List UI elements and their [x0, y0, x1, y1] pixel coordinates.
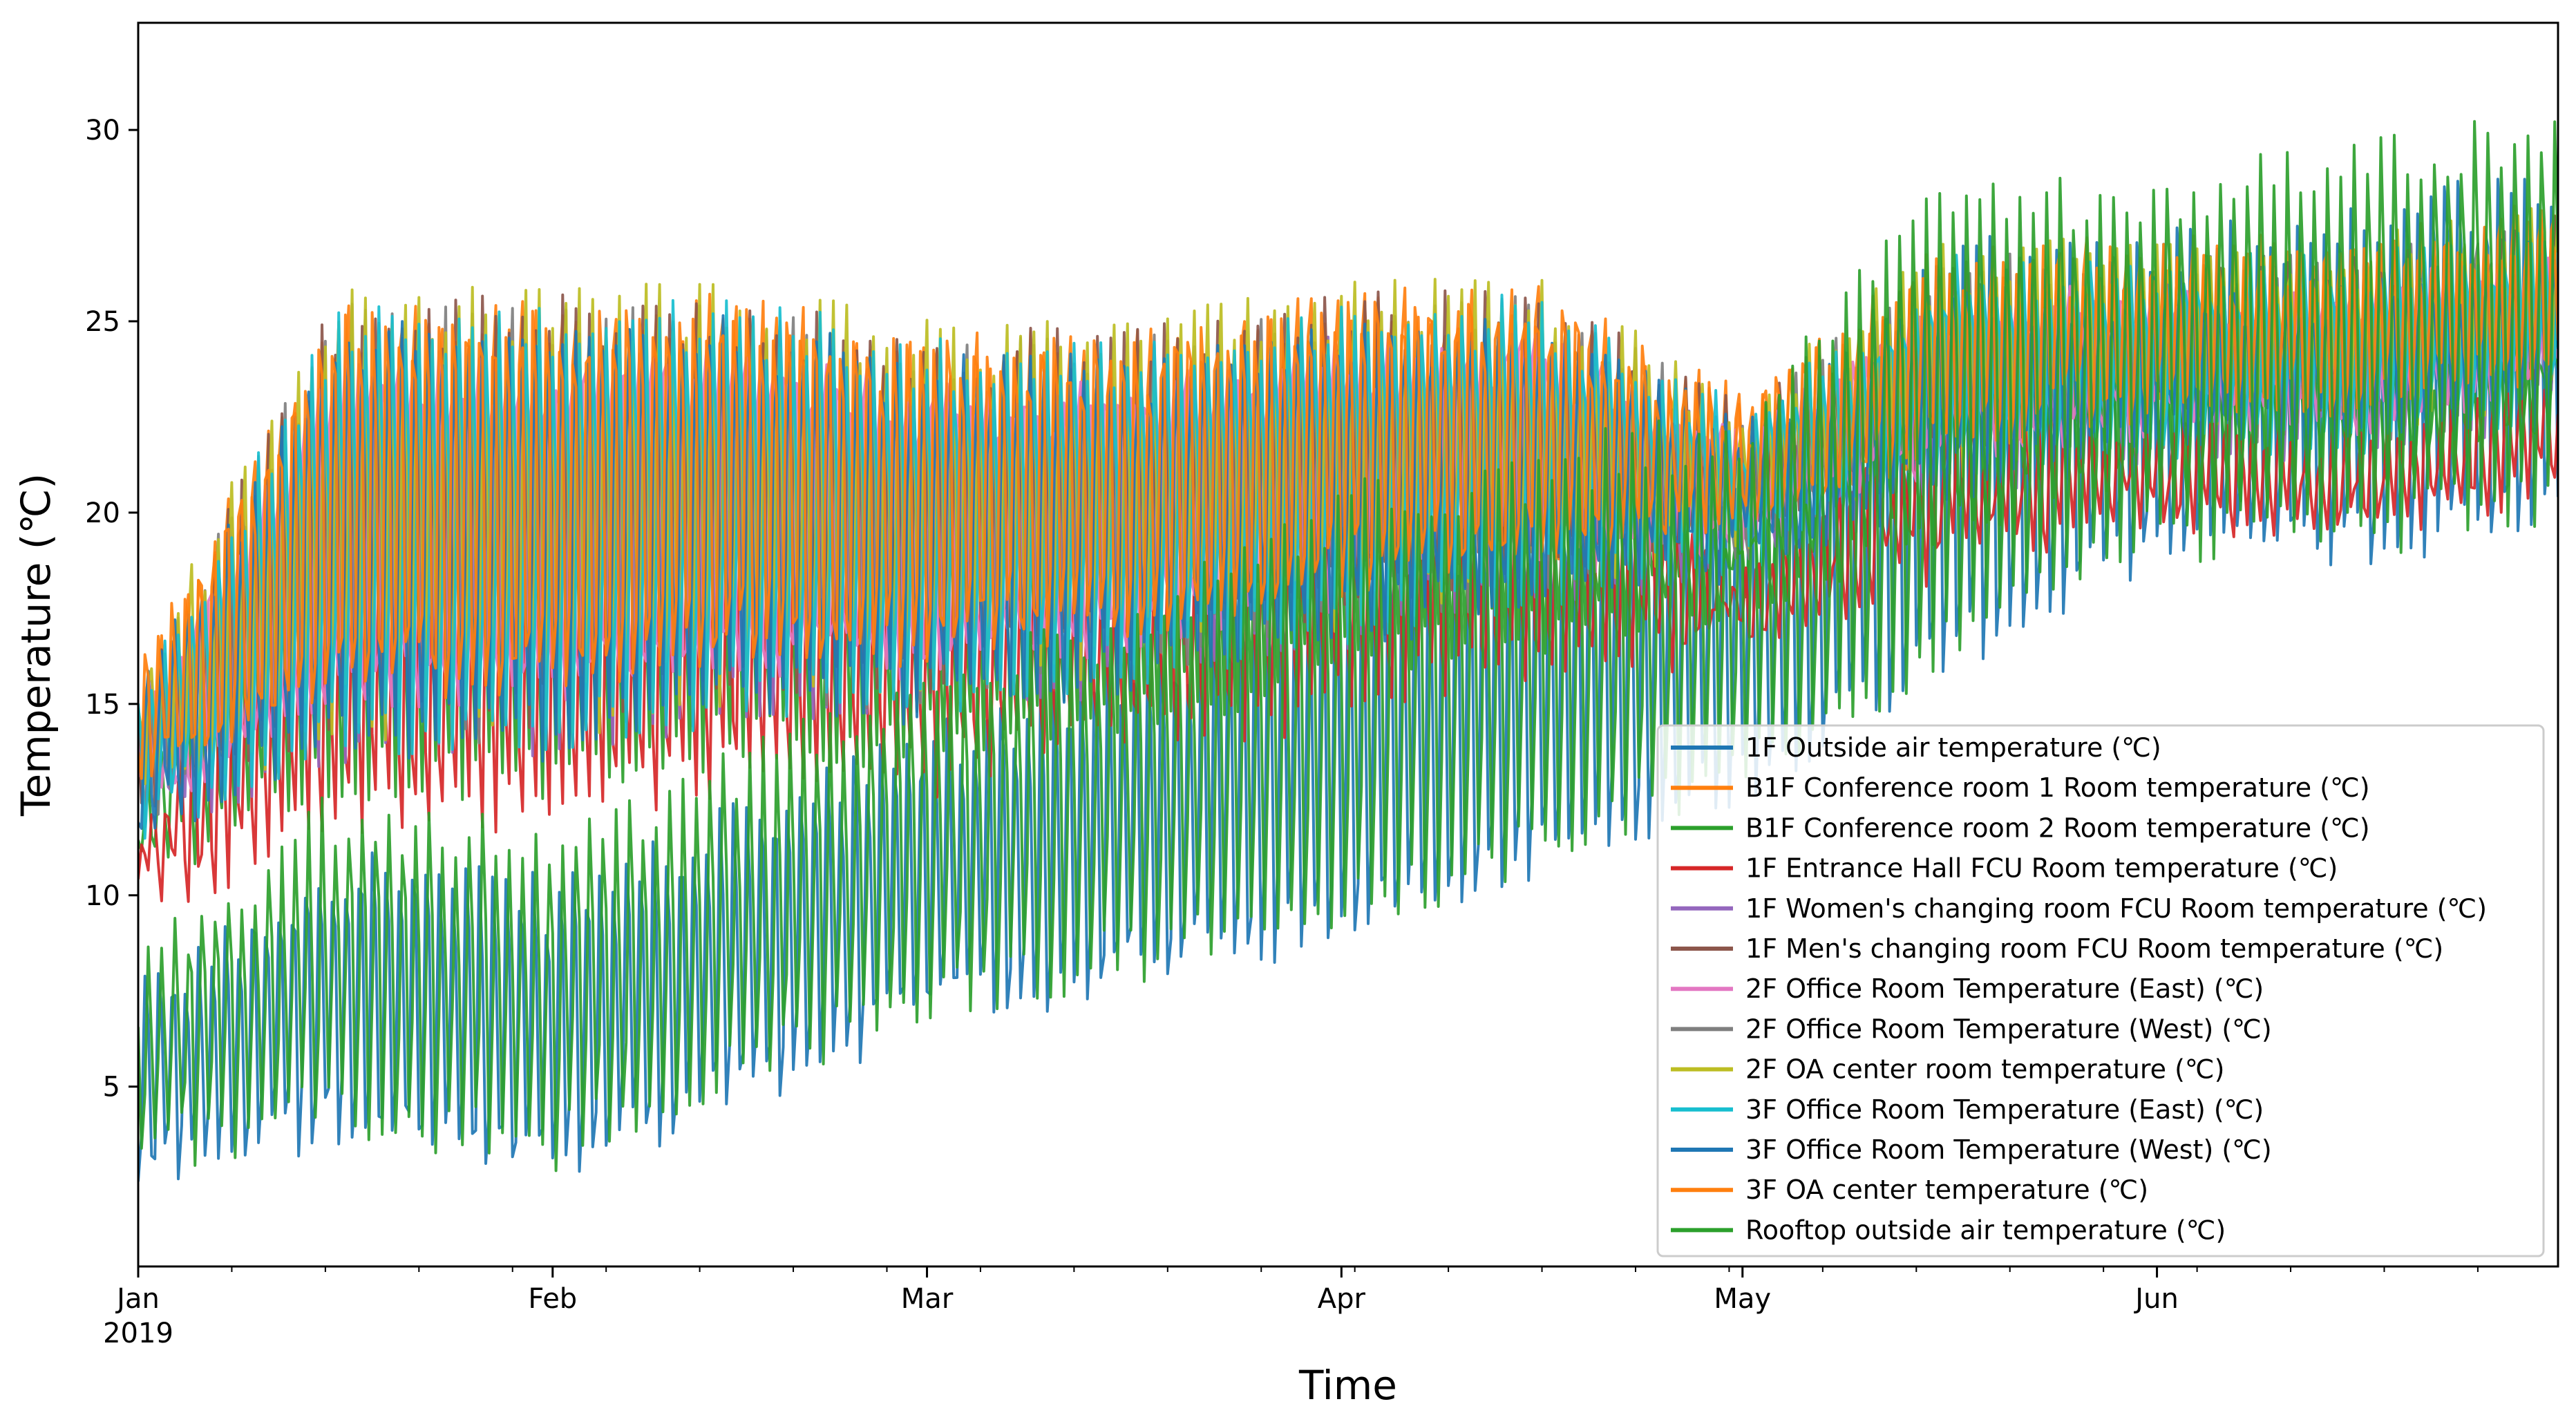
- legend-label-8: 2F OA center room temperature (℃): [1745, 1054, 2224, 1085]
- y-tick-label-3: 20: [85, 497, 120, 529]
- x-tick-label-0: Jan: [115, 1283, 160, 1315]
- y-tick-label-2: 15: [85, 689, 120, 721]
- legend-box: [1656, 724, 2545, 1257]
- legend-label-7: 2F Office Room Temperature (West) (℃): [1745, 1014, 2272, 1044]
- legend-label-10: 3F Office Room Temperature (West) (℃): [1745, 1135, 2272, 1165]
- legend-label-11: 3F OA center temperature (℃): [1745, 1175, 2148, 1205]
- series-line-12: [138, 120, 2558, 1173]
- legend: 1F Outside air temperature (℃) B1F Confer…: [1656, 724, 2545, 1257]
- legend-label-2: B1F Conference room 2 Room temperature (…: [1745, 813, 2370, 843]
- legend-label-0: 1F Outside air temperature (℃): [1745, 732, 2161, 763]
- y-axis-title: Temperature (℃): [12, 473, 59, 817]
- y-tick-label-4: 25: [85, 306, 120, 338]
- x-tick-label-5: Jun: [2133, 1283, 2179, 1315]
- legend-label-3: 1F Entrance Hall FCU Room temperature (℃…: [1745, 853, 2338, 884]
- x-tick-label-2: Mar: [901, 1283, 954, 1315]
- x-tick-label-1: Feb: [528, 1283, 577, 1315]
- x-tick-label-3: Apr: [1318, 1283, 1366, 1315]
- x-tick-label-4: May: [1714, 1283, 1771, 1315]
- series-line-11: [138, 219, 2558, 780]
- y-tick-label-1: 10: [85, 880, 120, 912]
- y-tick-label-0: 5: [103, 1072, 120, 1103]
- legend-label-6: 2F Office Room Temperature (East) (℃): [1745, 974, 2264, 1004]
- legend-label-9: 3F Office Room Temperature (East) (℃): [1745, 1094, 2264, 1125]
- plot-frame: [137, 21, 2559, 1268]
- legend-label-12: Rooftop outside air temperature (℃): [1745, 1215, 2226, 1245]
- legend-label-5: 1F Men's changing room FCU Room temperat…: [1745, 933, 2443, 964]
- legend-label-4: 1F Women's changing room FCU Room temper…: [1745, 893, 2487, 924]
- legend-label-1: B1F Conference room 1 Room temperature (…: [1745, 772, 2370, 803]
- x-tick-sublabel-0: 2019: [103, 1318, 173, 1349]
- series-layer: [138, 120, 2558, 1182]
- y-tick-label-5: 30: [85, 115, 120, 146]
- x-axis-title: Time: [1298, 1362, 1397, 1409]
- legend-items: 1F Outside air temperature (℃) B1F Confer…: [1671, 732, 2487, 1245]
